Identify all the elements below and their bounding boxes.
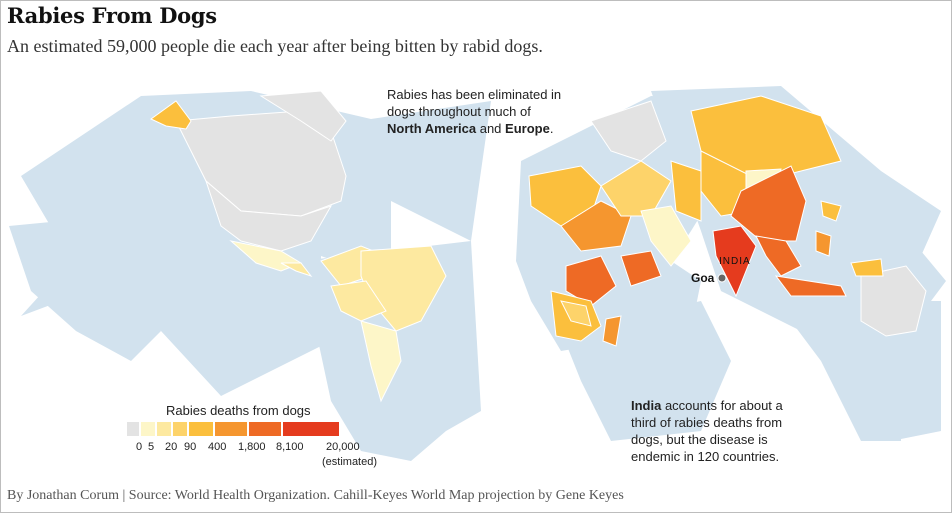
legend-swatch bbox=[172, 421, 188, 437]
annotation-india: India accounts for about a third of rabi… bbox=[631, 397, 811, 465]
region-europe bbox=[590, 100, 667, 162]
legend-tick-label: 5 bbox=[148, 441, 155, 453]
legend-swatch bbox=[214, 421, 248, 437]
legend-swatch bbox=[248, 421, 282, 437]
goa-marker bbox=[717, 273, 727, 283]
annotation-line: endemic in 120 countries. bbox=[631, 449, 780, 464]
page-title: Rabies From Dogs bbox=[7, 3, 217, 28]
region-greenland bbox=[259, 90, 347, 142]
ocean-lobe-southern-east bbox=[851, 301, 941, 441]
legend-tick-label: 0 bbox=[136, 441, 143, 453]
legend-swatches bbox=[126, 421, 340, 437]
annotation-bold: India bbox=[631, 398, 662, 413]
ocean-lobe-pacific-west bbox=[9, 221, 161, 361]
landmass-south-america bbox=[320, 245, 447, 403]
legend-swatch bbox=[188, 421, 214, 437]
region-central-africa bbox=[565, 255, 617, 307]
region-north-africa bbox=[600, 160, 672, 217]
legend-tick-label: 8,100 bbox=[276, 441, 304, 453]
region-australia bbox=[860, 265, 927, 337]
legend-tick-label: 20,000 bbox=[326, 441, 360, 453]
region-sahel bbox=[560, 200, 632, 252]
region-india bbox=[712, 225, 757, 298]
legend-tick-label: 400 bbox=[208, 441, 227, 453]
annotation-text: accounts for about a bbox=[661, 398, 783, 413]
region-southeast-asia bbox=[755, 235, 802, 277]
legend-tick-note: (estimated) bbox=[322, 456, 378, 468]
annotation-text: . bbox=[549, 121, 554, 136]
india-callout: INDIA Goa bbox=[691, 256, 751, 285]
region-madagascar bbox=[602, 315, 622, 347]
legend-swatch bbox=[282, 421, 340, 437]
region-argentina-chile bbox=[360, 320, 402, 403]
legend-swatch bbox=[140, 421, 156, 437]
region-mideast bbox=[670, 160, 702, 222]
region-philippines bbox=[815, 230, 832, 257]
goa-label: Goa bbox=[691, 271, 715, 285]
landmass-north-america bbox=[150, 90, 347, 277]
region-indonesia bbox=[774, 275, 847, 297]
region-japan bbox=[820, 200, 842, 222]
region-alaska bbox=[150, 100, 192, 130]
annotation-text: and bbox=[476, 121, 506, 136]
region-papua-new-guinea bbox=[850, 258, 884, 277]
region-south-africa bbox=[560, 300, 592, 327]
legend-tick-label: 1,800 bbox=[238, 441, 266, 453]
legend-swatch bbox=[126, 421, 140, 437]
legend-swatch bbox=[156, 421, 172, 437]
legend-tick-label: 20 bbox=[165, 441, 178, 453]
annotation-line: Rabies has been eliminated in bbox=[387, 87, 562, 102]
annotation-region: Europe bbox=[505, 121, 550, 136]
page-subtitle: An estimated 59,000 people die each year… bbox=[7, 36, 543, 56]
region-peru-bolivia bbox=[330, 280, 387, 322]
annotation-line: dogs, but the disease is bbox=[631, 432, 768, 447]
legend-title: Rabies deaths from dogs bbox=[166, 403, 311, 418]
region-usa bbox=[204, 179, 333, 252]
landmass-africa-europe bbox=[528, 100, 702, 347]
india-label: INDIA bbox=[719, 256, 751, 267]
annotation-region: North America bbox=[387, 121, 477, 136]
region-arabia bbox=[640, 205, 692, 267]
annotation-line: dogs throughout much of bbox=[387, 104, 531, 119]
legend-tick-label: 90 bbox=[184, 441, 197, 453]
annotation-north-america-europe: Rabies has been eliminated in dogs throu… bbox=[387, 86, 587, 137]
landmass-oceania bbox=[850, 258, 927, 337]
region-china bbox=[730, 165, 807, 242]
credit-line: By Jonathan Corum | Source: World Health… bbox=[7, 488, 624, 503]
region-central-america bbox=[280, 262, 313, 277]
landmass-asia bbox=[690, 95, 847, 298]
region-east-africa bbox=[620, 250, 662, 287]
annotation-line: third of rabies deaths from bbox=[631, 415, 783, 430]
legend-ticks: 0 5 20 90 400 1,800 8,100 20,000 bbox=[126, 441, 366, 457]
